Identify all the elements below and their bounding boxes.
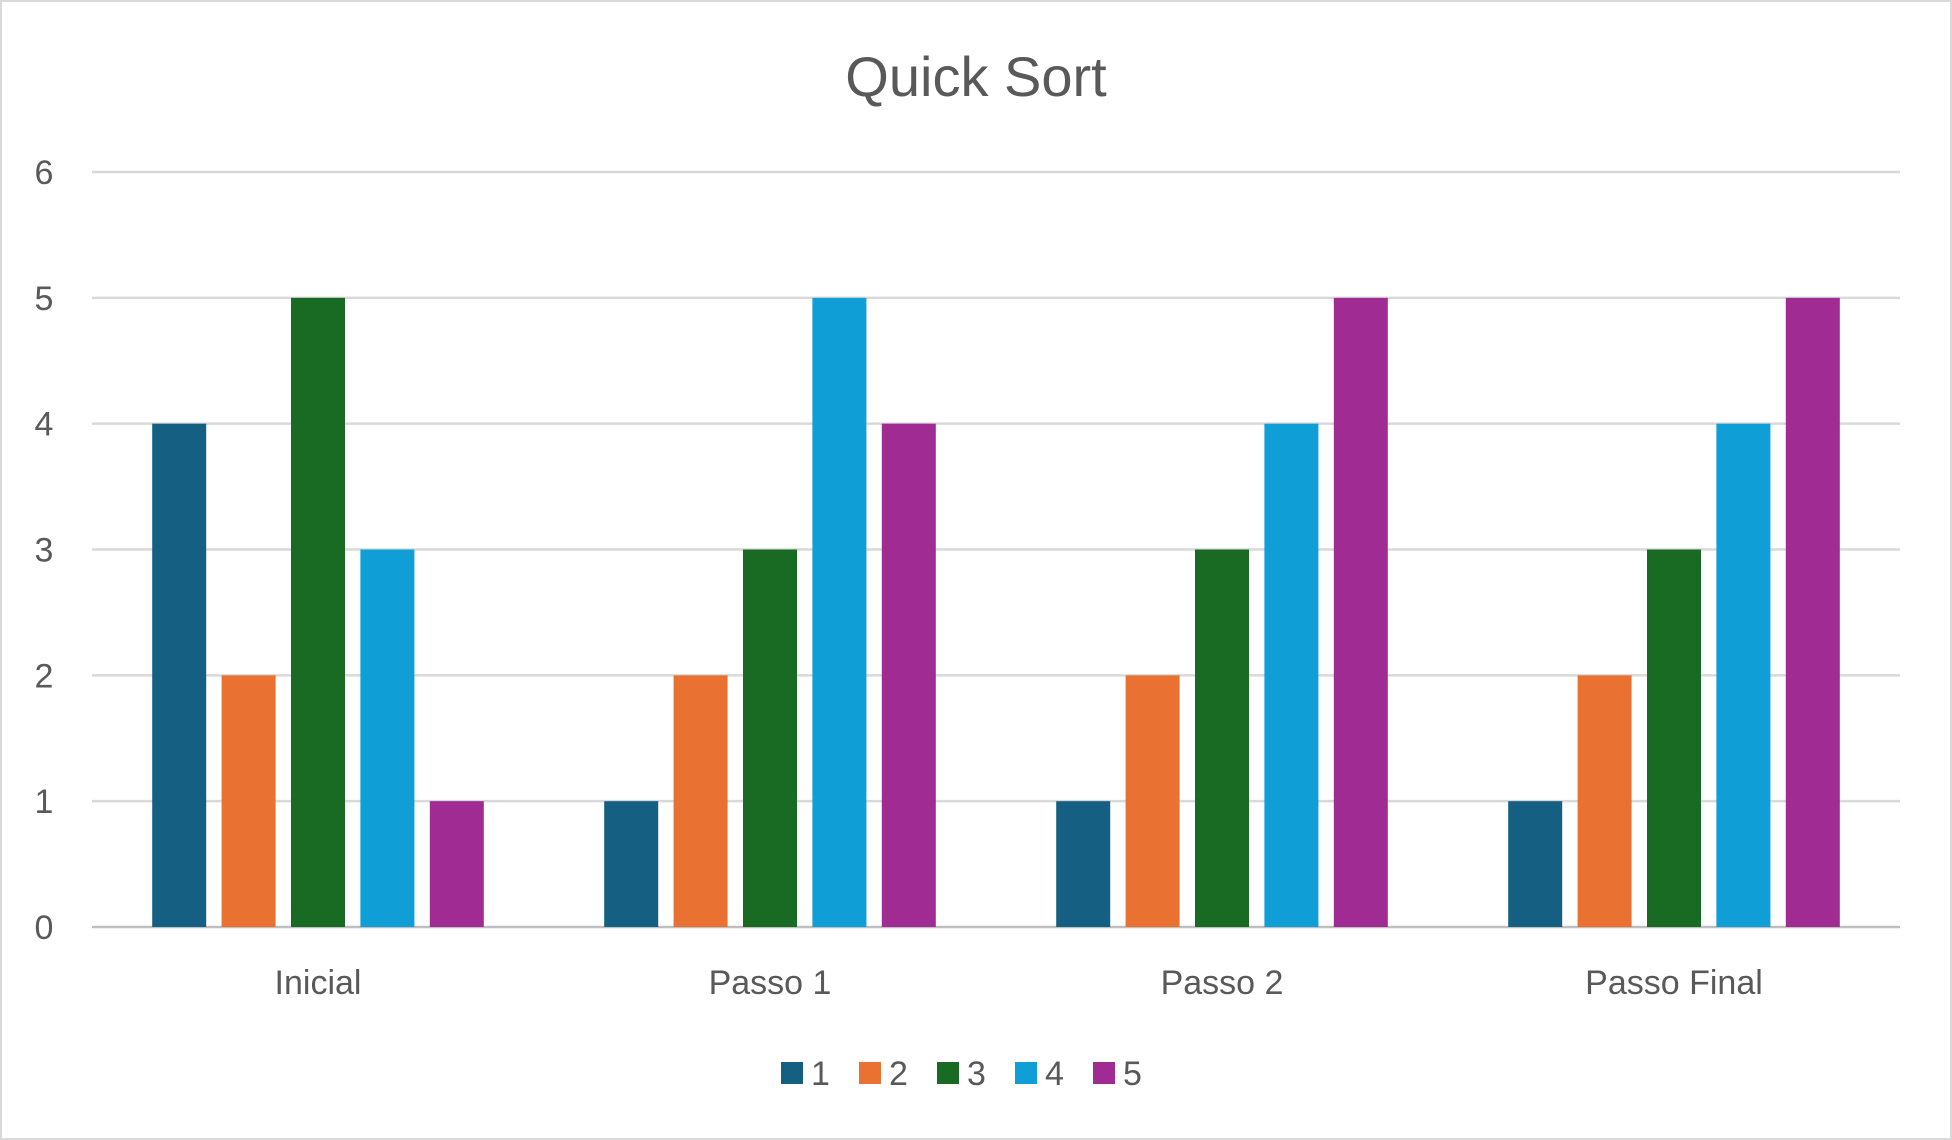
x-tick-label: Passo 2 bbox=[1161, 964, 1284, 1002]
y-axis-ticks: 0 1 2 3 4 5 6 bbox=[35, 154, 54, 947]
bar-passo-2-series-1 bbox=[1056, 801, 1111, 927]
bar-passo-final-series-4 bbox=[1716, 423, 1771, 927]
bar-passo-2-series-4 bbox=[1264, 423, 1319, 927]
bar-passo-2-series-5 bbox=[1333, 297, 1388, 927]
y-tick-label: 1 bbox=[35, 783, 54, 821]
bar-inicial-series-4 bbox=[360, 549, 415, 927]
x-tick-label: Passo 1 bbox=[709, 964, 832, 1002]
bar-inicial-series-1 bbox=[152, 423, 207, 927]
bar-passo-final-series-2 bbox=[1577, 675, 1632, 927]
y-tick-label: 6 bbox=[35, 154, 54, 192]
bar-passo-final-series-5 bbox=[1785, 297, 1840, 927]
legend-swatch-4 bbox=[1015, 1062, 1037, 1084]
bar-passo-final-series-3 bbox=[1647, 549, 1701, 927]
bar-inicial-series-3 bbox=[291, 297, 345, 927]
bar-inicial-series-2 bbox=[221, 675, 276, 927]
bar-passo-1-series-5 bbox=[881, 423, 936, 927]
x-tick-label: Passo Final bbox=[1585, 964, 1763, 1002]
bar-passo-1-series-3 bbox=[743, 549, 797, 927]
legend-label: 1 bbox=[811, 1055, 830, 1093]
bar-passo-2-series-2 bbox=[1125, 675, 1180, 927]
y-tick-label: 2 bbox=[35, 657, 54, 695]
y-tick-label: 5 bbox=[35, 280, 54, 318]
legend-swatch-1 bbox=[781, 1062, 803, 1084]
legend-label: 2 bbox=[889, 1055, 908, 1093]
y-tick-label: 3 bbox=[35, 532, 54, 570]
bar-passo-final-series-1 bbox=[1508, 801, 1563, 927]
legend-swatch-3 bbox=[937, 1062, 959, 1084]
legend: 1 2 3 4 5 bbox=[781, 1055, 1142, 1093]
legend-swatch-5 bbox=[1093, 1062, 1115, 1084]
x-axis-ticks: Inicial Passo 1 Passo 2 Passo Final bbox=[275, 964, 1763, 1002]
y-tick-label: 0 bbox=[35, 909, 54, 947]
bar-passo-2-series-3 bbox=[1195, 549, 1249, 927]
bars bbox=[152, 297, 1840, 927]
legend-label: 4 bbox=[1045, 1055, 1064, 1093]
legend-swatch-2 bbox=[859, 1062, 881, 1084]
chart-title: Quick Sort bbox=[845, 45, 1107, 108]
legend-label: 5 bbox=[1123, 1055, 1142, 1093]
bar-passo-1-series-2 bbox=[673, 675, 728, 927]
x-tick-label: Inicial bbox=[275, 964, 362, 1002]
bar-inicial-series-5 bbox=[429, 801, 484, 927]
legend-label: 3 bbox=[967, 1055, 986, 1093]
bar-passo-1-series-4 bbox=[812, 297, 867, 927]
bar-passo-1-series-1 bbox=[604, 801, 659, 927]
y-tick-label: 4 bbox=[35, 406, 54, 444]
